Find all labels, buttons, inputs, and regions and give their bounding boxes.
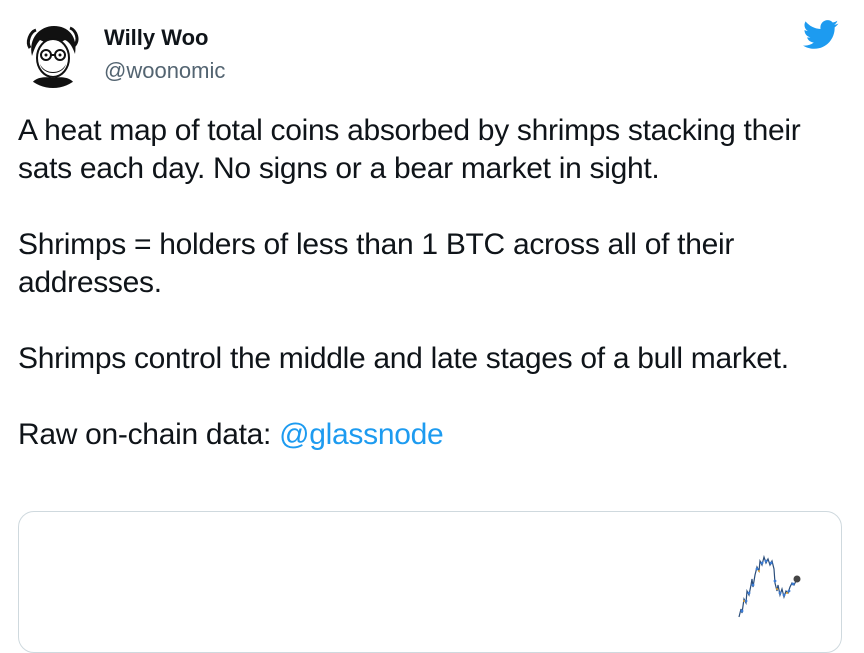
source-prefix: Raw on-chain data: — [18, 418, 280, 451]
author-avatar[interactable] — [18, 18, 88, 88]
twitter-bird-icon[interactable] — [803, 20, 839, 50]
mention-link[interactable]: @glassnode — [279, 418, 444, 451]
tweet-paragraph: Shrimps = holders of less than 1 BTC acr… — [18, 228, 735, 299]
chart-thumbnail — [738, 554, 801, 618]
tweet-body: A heat map of total coins absorbed by sh… — [18, 112, 848, 492]
avatar-illustration — [18, 18, 88, 88]
media-preview-card[interactable] — [18, 511, 842, 653]
author-name[interactable]: Willy Woo — [104, 25, 209, 50]
tweet: Willy Woo @woonomic A heat map of total … — [18, 18, 848, 653]
tweet-paragraph: A heat map of total coins absorbed by sh… — [18, 114, 801, 185]
author-handle[interactable]: @woonomic — [104, 58, 226, 83]
tweet-source-line: Raw on-chain data: @glassnode — [18, 416, 848, 454]
tweet-paragraph: Shrimps control the middle and late stag… — [18, 342, 789, 375]
